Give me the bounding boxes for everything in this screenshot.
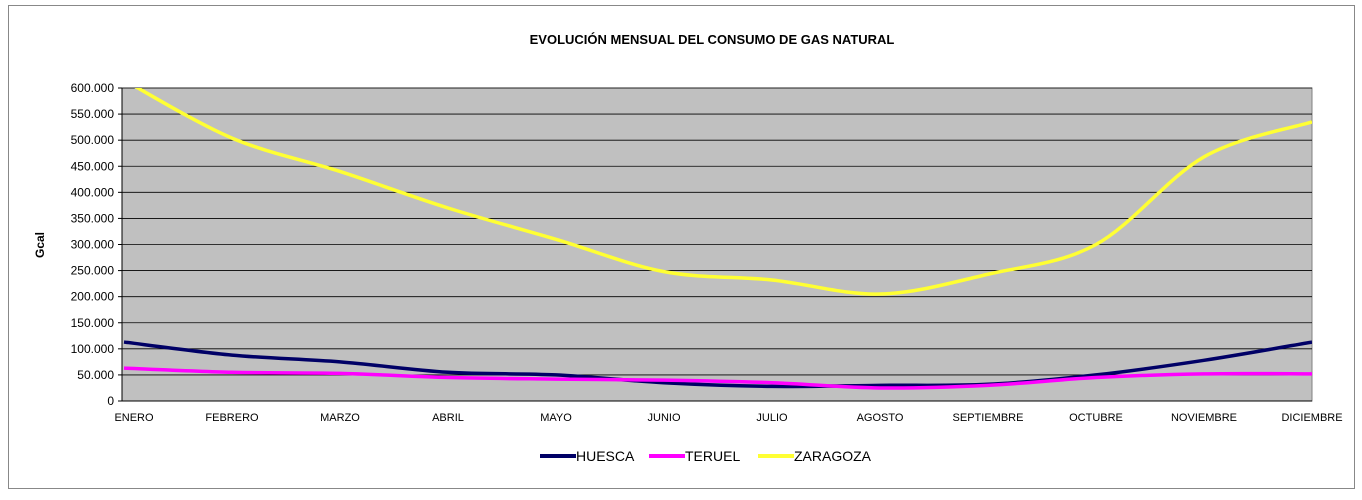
y-tick-label: 250.000	[71, 264, 115, 278]
x-tick-label: DICIEMBRE	[1281, 412, 1342, 424]
series-line	[123, 366, 1312, 390]
y-tick-label: 150.000	[71, 316, 115, 330]
x-tick-label: ENERO	[114, 412, 154, 424]
x-tick-label: JULIO	[756, 412, 788, 424]
y-tick-label: 550.000	[71, 107, 115, 121]
y-axis-label: Gcal	[33, 232, 47, 258]
legend-label: HUESCA	[576, 448, 635, 464]
y-tick-label: 0	[107, 394, 114, 408]
series-line	[134, 88, 1312, 296]
y-tick-label: 450.000	[71, 159, 115, 173]
y-tick-label: 350.000	[71, 211, 115, 225]
y-tick-label: 50.000	[77, 368, 114, 382]
x-tick-label: NOVIEMBRE	[1171, 412, 1237, 424]
x-tick-label: MAYO	[540, 412, 572, 424]
x-tick-label: MARZO	[320, 412, 360, 424]
y-tick-label: 200.000	[71, 290, 115, 304]
y-tick-label: 400.000	[71, 185, 115, 199]
x-tick-label: ABRIL	[432, 412, 464, 424]
legend-label: TERUEL	[685, 448, 740, 464]
x-tick-label: OCTUBRE	[1069, 412, 1123, 424]
series-line	[123, 340, 1312, 389]
x-tick-label: JUNIO	[648, 412, 681, 424]
y-tick-label: 300.000	[71, 238, 115, 252]
legend-label: ZARAGOZA	[794, 448, 872, 464]
y-tick-label: 500.000	[71, 133, 115, 147]
y-tick-label: 100.000	[71, 342, 115, 356]
plot-lines	[123, 88, 1312, 390]
y-tick-label: 600.000	[71, 81, 115, 95]
x-tick-label: AGOSTO	[857, 412, 904, 424]
x-tick-label: SEPTIEMBRE	[953, 412, 1024, 424]
chart-title: EVOLUCIÓN MENSUAL DEL CONSUMO DE GAS NAT…	[530, 32, 895, 47]
x-tick-label: FEBRERO	[205, 412, 259, 424]
